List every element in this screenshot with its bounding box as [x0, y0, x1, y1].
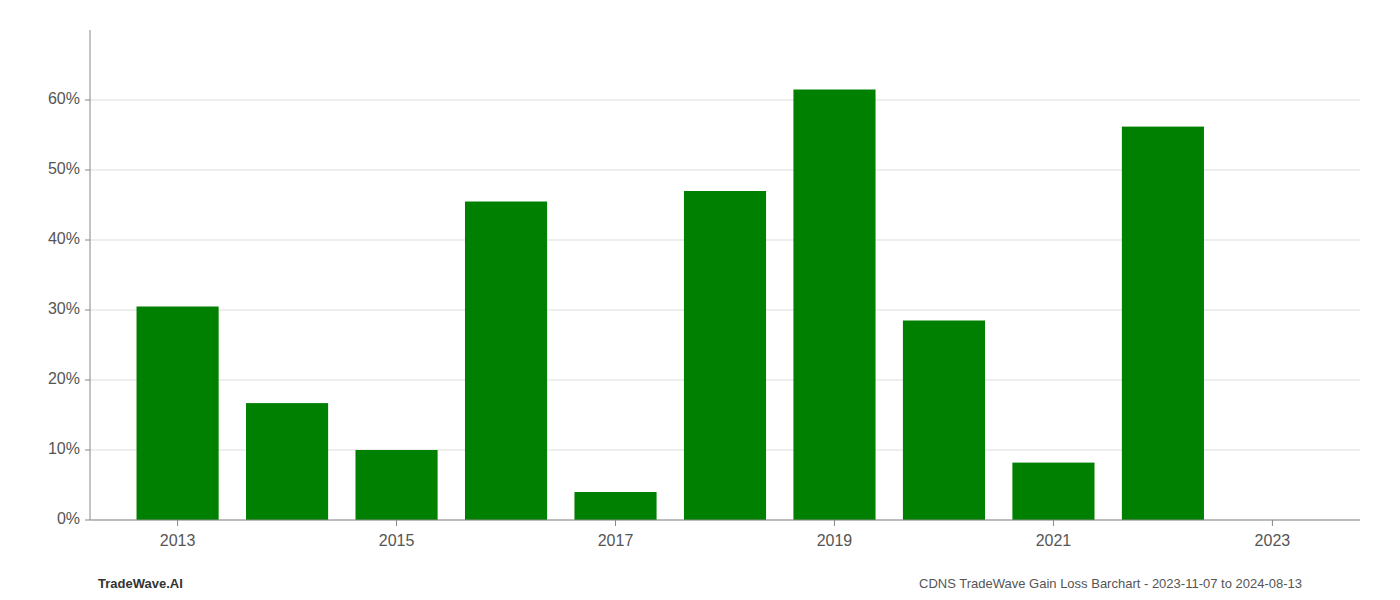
x-axis: 2013 2015 2017 2019 2021 2023 — [160, 520, 1291, 549]
bars — [137, 90, 1204, 521]
footer: TradeWave.AI CDNS TradeWave Gain Loss Bar… — [98, 576, 1302, 591]
x-tick-label: 2017 — [598, 532, 634, 549]
footer-right: CDNS TradeWave Gain Loss Barchart - 2023… — [919, 576, 1302, 591]
bar — [465, 202, 547, 521]
bar — [1122, 127, 1204, 520]
x-tick — [615, 520, 616, 526]
y-tick-label: 10% — [48, 440, 80, 457]
x-tick-label: 2013 — [160, 532, 196, 549]
bar — [355, 450, 437, 520]
grid-line — [90, 520, 1360, 521]
bar — [246, 403, 328, 520]
y-tick — [85, 240, 90, 241]
x-tick — [1053, 520, 1054, 526]
grid-line — [90, 100, 1360, 101]
bar — [903, 321, 985, 521]
x-tick-label: 2015 — [379, 532, 415, 549]
y-tick — [85, 170, 90, 171]
x-tick — [834, 520, 835, 526]
background — [0, 0, 1400, 600]
y-tick-label: 30% — [48, 300, 80, 317]
x-tick-label: 2019 — [817, 532, 853, 549]
footer-left: TradeWave.AI — [98, 576, 183, 591]
y-tick-label: 60% — [48, 90, 80, 107]
x-tick — [177, 520, 178, 526]
x-tick — [396, 520, 397, 526]
x-tick — [1272, 520, 1273, 526]
bar — [793, 90, 875, 521]
y-tick — [85, 520, 90, 521]
y-tick-label: 40% — [48, 230, 80, 247]
chart: 0% 10% 20% 30% 40% 50% 60% 2013 2015 2017 2019 2021… — [0, 0, 1400, 600]
y-tick — [85, 380, 90, 381]
y-tick-label: 20% — [48, 370, 80, 387]
x-tick-label: 2023 — [1255, 532, 1291, 549]
bar — [574, 492, 656, 520]
y-tick — [85, 450, 90, 451]
y-axis-line — [90, 30, 91, 520]
y-tick-label: 0% — [57, 510, 80, 527]
bar — [684, 191, 766, 520]
y-tick — [85, 100, 90, 101]
x-axis-line — [90, 520, 1360, 521]
bar — [137, 307, 219, 521]
y-axis: 0% 10% 20% 30% 40% 50% 60% — [48, 90, 1360, 527]
y-tick — [85, 310, 90, 311]
y-tick-label: 50% — [48, 160, 80, 177]
x-tick-label: 2021 — [1036, 532, 1072, 549]
bar — [1012, 463, 1094, 520]
